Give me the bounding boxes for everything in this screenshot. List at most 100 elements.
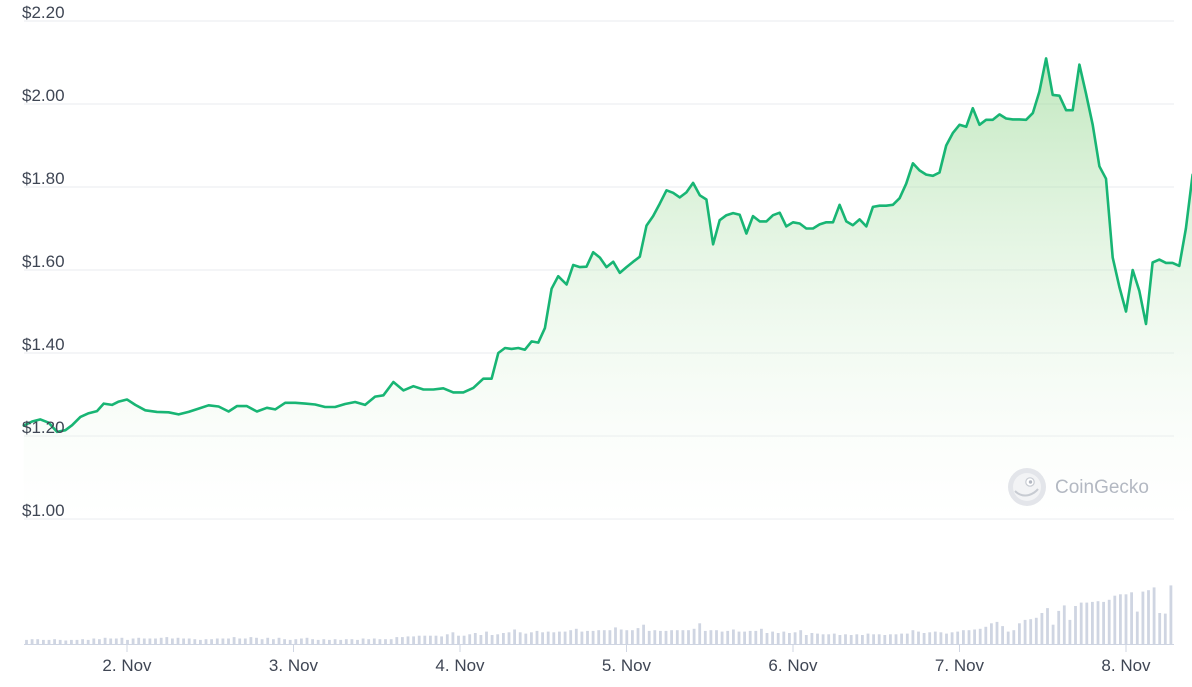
volume-bar <box>703 630 707 644</box>
volume-bar <box>120 637 124 644</box>
volume-bar <box>973 629 976 644</box>
volume-bar <box>272 639 275 644</box>
volume-bar <box>804 635 808 644</box>
volume-bar <box>311 639 314 644</box>
volume-bar <box>558 631 561 644</box>
volume-bar <box>199 639 202 644</box>
volume-bar <box>440 636 443 644</box>
volume-bar <box>182 638 185 644</box>
volume-bar <box>339 639 343 644</box>
volume-bar <box>692 628 696 644</box>
volume-bar <box>210 639 213 644</box>
volume-bar <box>1141 591 1145 644</box>
volume-bar <box>1147 590 1150 644</box>
volume-bar <box>1135 611 1139 644</box>
volume-bar <box>142 638 146 644</box>
y-tick-label: $2.00 <box>22 86 65 105</box>
y-tick-label: $1.40 <box>22 335 65 354</box>
volume-bar <box>215 638 219 644</box>
volume-bar <box>187 638 191 644</box>
y-tick-label: $1.60 <box>22 252 65 271</box>
volume-bar <box>1169 585 1173 644</box>
volume-bar <box>670 630 673 644</box>
volume-bar <box>429 635 432 644</box>
volume-bar <box>502 633 505 644</box>
volume-bar <box>602 630 606 644</box>
volume-bar <box>586 630 589 644</box>
volume-bar <box>737 631 741 644</box>
volume-bar <box>563 631 567 644</box>
volume-bar <box>401 637 404 644</box>
volume-bar <box>950 632 954 644</box>
volume-bar <box>1096 601 1100 644</box>
volume-bar <box>53 639 56 644</box>
volume-bar <box>1107 599 1111 644</box>
volume-bar <box>204 639 208 644</box>
volume-bar <box>855 634 859 644</box>
volume-bar <box>109 638 113 644</box>
volume-bar <box>552 632 556 644</box>
volume-bar <box>406 636 410 644</box>
volume-bar <box>832 633 836 644</box>
volume-bar <box>771 631 774 644</box>
volume-bar <box>917 631 920 644</box>
volume-bar <box>928 632 932 644</box>
volume-bar <box>1018 623 1021 644</box>
volume-bar <box>821 634 825 644</box>
volume-bar <box>328 639 331 644</box>
volume-bar <box>642 624 645 644</box>
volume-bar <box>945 633 948 644</box>
x-tick-label: 4. Nov <box>435 656 485 675</box>
volume-bar <box>1102 601 1105 644</box>
volume-bar <box>305 637 309 644</box>
volume-bar <box>911 630 915 644</box>
volume-bar <box>732 629 735 644</box>
volume-bar <box>445 634 449 644</box>
volume-bar <box>300 638 303 644</box>
volume-bar <box>636 628 640 644</box>
volume-bar <box>126 639 129 644</box>
volume-bar <box>1163 613 1167 644</box>
volume-bar <box>597 630 601 644</box>
volume-bar <box>389 639 393 644</box>
volume-bar <box>816 633 819 644</box>
watermark-text: CoinGecko <box>1055 477 1149 498</box>
volume-bar <box>1001 626 1004 644</box>
volume-bar <box>30 639 34 644</box>
volume-bar <box>1091 601 1094 644</box>
volume-bar <box>569 630 573 644</box>
volume-bar <box>1040 613 1044 645</box>
volume-bar <box>810 633 814 644</box>
volume-bar <box>1034 617 1038 644</box>
volume-bar <box>154 638 157 644</box>
volume-bar <box>1113 595 1117 644</box>
volume-bar <box>614 627 617 644</box>
volume-bar <box>513 629 516 644</box>
volume-bar <box>81 639 84 644</box>
volume-bar <box>165 637 169 644</box>
volume-bar <box>350 639 354 644</box>
volume-bar <box>47 639 51 644</box>
volume-bar <box>1012 630 1016 644</box>
volume-bar <box>625 630 629 644</box>
volume-bar <box>25 639 28 644</box>
volume-bar <box>322 639 326 644</box>
volume-bar <box>894 634 898 644</box>
volume-bar <box>546 631 550 644</box>
volume-bar <box>114 638 118 644</box>
volume-bar <box>1074 606 1077 644</box>
volume-bar <box>260 639 264 644</box>
volume-bar <box>1119 594 1122 644</box>
volume-bar <box>457 635 460 644</box>
volume-bar <box>176 637 180 644</box>
volume-bar <box>451 632 455 644</box>
volume-bar <box>995 621 999 644</box>
volume-bar <box>243 638 247 644</box>
volume-bar <box>92 638 96 644</box>
volume-bar <box>956 631 960 644</box>
volume-bar <box>496 634 500 644</box>
volume-bar <box>1029 619 1033 644</box>
volume-bar <box>1130 592 1133 645</box>
volume-bar <box>933 631 937 644</box>
volume-bar <box>967 630 971 644</box>
